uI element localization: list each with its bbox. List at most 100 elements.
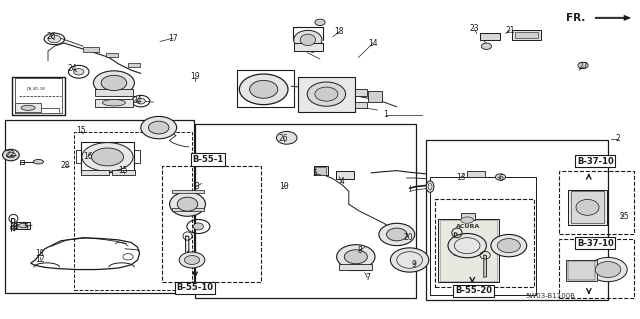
Text: 23: 23: [469, 24, 479, 33]
Text: 3: 3: [194, 182, 199, 191]
Text: FR.: FR.: [566, 13, 586, 23]
Ellipse shape: [387, 228, 407, 241]
Text: 7: 7: [365, 273, 370, 282]
Text: 20: 20: [403, 233, 413, 242]
Text: 1: 1: [383, 110, 388, 119]
Bar: [568, 261, 595, 280]
Bar: [568, 190, 607, 225]
Ellipse shape: [294, 30, 322, 49]
Ellipse shape: [426, 181, 434, 192]
Polygon shape: [595, 15, 630, 20]
Ellipse shape: [141, 116, 177, 139]
Ellipse shape: [491, 234, 527, 257]
Ellipse shape: [21, 105, 35, 110]
Text: 13: 13: [456, 173, 466, 182]
Text: 25: 25: [619, 212, 629, 221]
Ellipse shape: [82, 143, 133, 171]
Ellipse shape: [179, 252, 205, 268]
Text: 11: 11: [35, 249, 44, 258]
Ellipse shape: [136, 98, 145, 104]
Bar: [559, 171, 634, 234]
Bar: [10, 226, 16, 228]
Bar: [559, 239, 634, 298]
Bar: [16, 222, 30, 229]
Text: 26: 26: [278, 134, 289, 143]
Bar: [15, 103, 41, 112]
Ellipse shape: [170, 192, 205, 216]
Text: 27: 27: [579, 63, 589, 71]
Text: 24: 24: [132, 96, 142, 105]
Ellipse shape: [344, 250, 367, 264]
Bar: [5, 120, 194, 293]
Bar: [81, 170, 109, 175]
Ellipse shape: [390, 248, 429, 272]
Text: 5: 5: [312, 169, 317, 178]
Text: 14: 14: [368, 39, 378, 48]
Bar: [355, 89, 367, 96]
Bar: [467, 171, 485, 177]
Bar: [74, 132, 192, 290]
Text: 15: 15: [76, 126, 86, 135]
Bar: [83, 47, 99, 52]
Ellipse shape: [315, 19, 325, 26]
Bar: [95, 99, 133, 107]
Ellipse shape: [481, 43, 492, 49]
Text: B-37-10: B-37-10: [577, 239, 614, 248]
Bar: [172, 190, 204, 193]
Bar: [336, 171, 354, 179]
Bar: [515, 32, 538, 38]
Bar: [512, 30, 541, 40]
Bar: [172, 208, 204, 211]
Text: 12: 12: [35, 255, 44, 263]
Text: 6: 6: [498, 174, 503, 183]
Bar: [339, 264, 372, 270]
Ellipse shape: [495, 174, 506, 180]
Text: 2: 2: [615, 134, 620, 143]
Ellipse shape: [74, 69, 84, 75]
Ellipse shape: [595, 262, 621, 278]
Bar: [162, 166, 261, 282]
Ellipse shape: [276, 131, 297, 144]
Ellipse shape: [101, 75, 127, 91]
Text: B-55-20: B-55-20: [455, 286, 492, 295]
Ellipse shape: [578, 62, 588, 69]
Ellipse shape: [461, 217, 474, 223]
Text: 16: 16: [83, 152, 93, 161]
Bar: [195, 124, 416, 298]
Ellipse shape: [33, 160, 44, 164]
Bar: [461, 213, 475, 220]
Bar: [314, 166, 328, 175]
Text: B-37-10: B-37-10: [577, 157, 614, 166]
Ellipse shape: [193, 223, 204, 230]
Text: 17: 17: [168, 34, 178, 43]
Text: 19: 19: [190, 72, 200, 81]
Bar: [355, 102, 367, 108]
Text: J/A 4D-18: J/A 4D-18: [26, 87, 45, 91]
Bar: [112, 170, 135, 175]
Ellipse shape: [497, 239, 520, 253]
Bar: [426, 140, 608, 300]
Text: 21: 21: [506, 26, 515, 35]
Bar: [440, 220, 497, 281]
Bar: [298, 77, 355, 112]
Bar: [294, 43, 323, 51]
Bar: [106, 53, 118, 57]
Bar: [438, 219, 499, 282]
Ellipse shape: [19, 223, 28, 228]
Text: 22: 22: [6, 150, 15, 159]
Text: 24: 24: [67, 64, 77, 73]
Text: 33: 33: [9, 223, 19, 232]
Bar: [571, 191, 604, 223]
Ellipse shape: [589, 257, 627, 282]
Text: 8: 8: [357, 246, 362, 255]
Text: 28: 28: [61, 161, 70, 170]
Ellipse shape: [177, 197, 198, 211]
Ellipse shape: [3, 149, 19, 161]
Text: 18: 18: [335, 27, 344, 36]
Bar: [315, 167, 326, 175]
Text: 26: 26: [46, 32, 56, 41]
Ellipse shape: [250, 80, 278, 98]
Ellipse shape: [379, 223, 415, 246]
Text: 5: 5: [23, 223, 28, 232]
Text: 15: 15: [118, 166, 128, 175]
